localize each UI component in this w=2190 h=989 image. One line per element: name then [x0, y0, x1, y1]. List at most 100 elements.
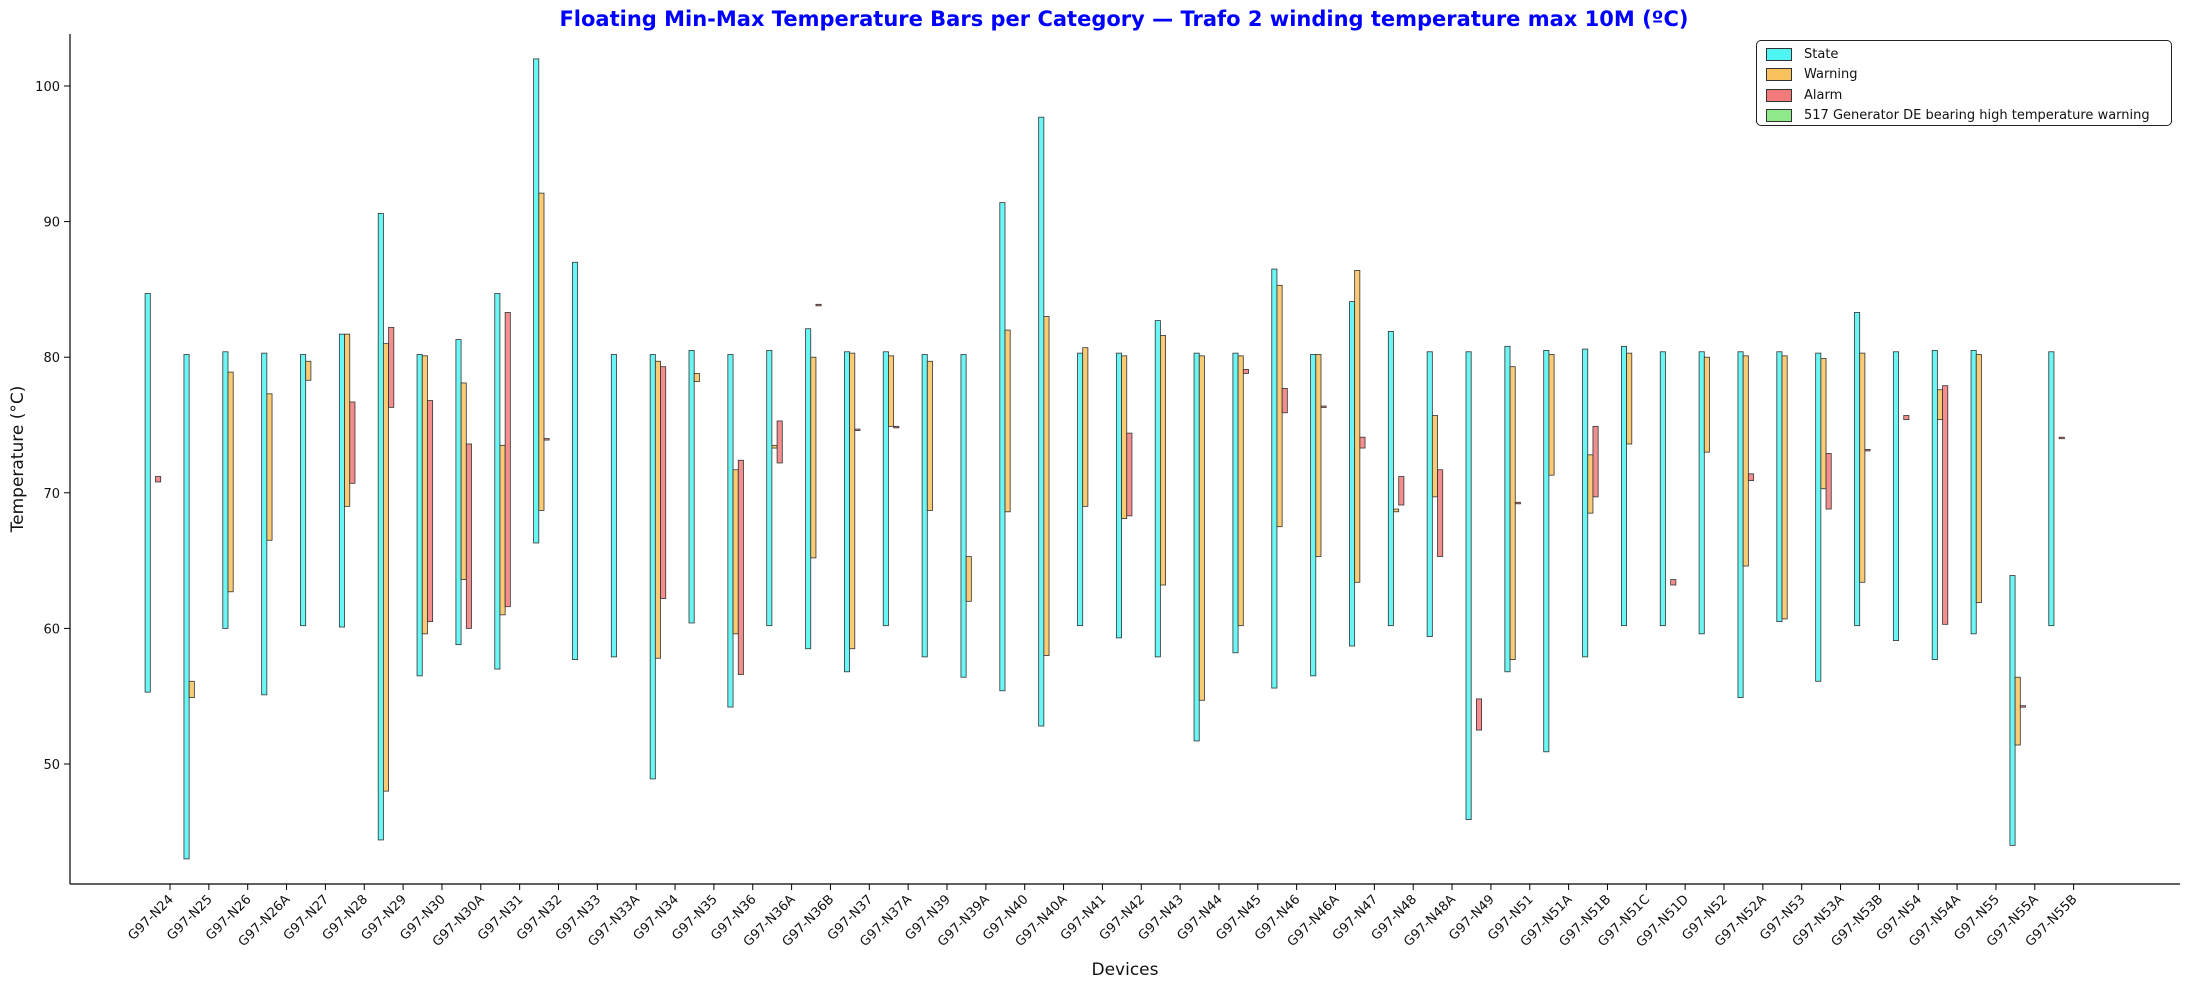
bar-alarm-g97-n53a — [1825, 453, 1832, 510]
bar-warning-g97-n55a — [2014, 676, 2021, 746]
bar-state-g97-n53 — [1776, 351, 1783, 623]
bar-state-g97-n48 — [1387, 331, 1394, 627]
bar-state-g97-n46a — [1310, 354, 1317, 677]
legend-label-warning: Warning — [1804, 67, 1858, 83]
bar-state-g97-n26a — [261, 352, 268, 696]
bar-state-g97-n51d — [1659, 351, 1666, 627]
bar-state-g97-n39a — [960, 354, 967, 678]
bar-state-g97-n39 — [921, 354, 928, 658]
bar-state-g97-n55 — [1970, 350, 1977, 635]
bar-warning-g97-n54a — [1937, 389, 1944, 420]
legend-item-state: State — [1766, 44, 2171, 65]
bar-state-g97-n55b — [2048, 351, 2055, 627]
bar-alarm-g97-n46a — [1320, 405, 1327, 408]
x-axis-label: Devices — [1092, 960, 1159, 980]
bar-state-g97-n31 — [494, 293, 501, 670]
bar-state-g97-n45 — [1232, 352, 1239, 654]
bar-alarm-g97-n24 — [155, 476, 162, 483]
bar-alarm-g97-n48 — [1398, 476, 1405, 506]
bar-warning-g97-n48a — [1431, 415, 1438, 498]
bar-warning-g97-n30a — [460, 382, 467, 580]
bar-alarm-g97-n31 — [504, 312, 511, 608]
y-ticks: 50 60 70 80 90 100 — [35, 80, 70, 773]
plot-bars — [144, 58, 2065, 860]
bar-warning-g97-n28 — [344, 333, 351, 507]
bar-warning-g97-n26a — [266, 393, 273, 541]
bar-warning-g97-n46 — [1276, 284, 1283, 528]
bar-alarm-g97-n36b — [815, 303, 822, 307]
bar-warning-g97-n42 — [1121, 355, 1128, 519]
bar-state-g97-n30a — [455, 339, 462, 646]
bar-state-g97-n26 — [222, 351, 229, 629]
bar-warning-g97-n43 — [1160, 335, 1167, 586]
bar-alarm-g97-n45 — [1242, 369, 1249, 374]
bar-state-g97-n33 — [572, 261, 579, 660]
bar-state-g97-n37 — [844, 351, 851, 673]
legend-swatch-alarm — [1766, 88, 1792, 102]
bar-alarm-g97-n52a — [1747, 473, 1754, 481]
bar-alarm-g97-n55a — [2019, 705, 2026, 708]
bar-state-g97-n40 — [999, 202, 1006, 692]
bar-alarm-g97-n51 — [1514, 501, 1521, 505]
x-ticks: G97-N24G97-N25G97-N26G97-N26AG97-N27G97-… — [126, 884, 2080, 951]
bar-state-g97-n41 — [1077, 352, 1084, 627]
bar-warning-g97-n53a — [1820, 358, 1827, 490]
bar-warning-g97-n34 — [654, 360, 661, 659]
bar-alarm-g97-n32 — [543, 438, 550, 441]
y-tick-label: 60 — [43, 622, 60, 637]
bar-warning-g97-n48 — [1393, 508, 1400, 513]
bar-warning-g97-n46a — [1315, 354, 1322, 557]
bar-state-g97-n24 — [144, 293, 151, 693]
bar-state-g97-n34 — [649, 354, 656, 780]
bar-alarm-g97-n37 — [854, 428, 861, 431]
y-tick-label: 90 — [43, 216, 60, 231]
legend-swatch-state — [1766, 47, 1792, 61]
y-tick-label: 80 — [43, 351, 60, 366]
bar-state-g97-n35 — [688, 350, 695, 624]
chart-title: Floating Min-Max Temperature Bars per Ca… — [559, 7, 1688, 31]
bar-state-g97-n51b — [1582, 348, 1589, 658]
bar-alarm-g97-n51b — [1592, 425, 1599, 498]
bar-warning-g97-n52a — [1742, 355, 1749, 567]
bar-state-g97-n53b — [1854, 312, 1861, 627]
bar-state-g97-n48a — [1426, 351, 1433, 637]
bar-warning-g97-n30 — [421, 355, 428, 635]
bar-alarm-g97-n55b — [2058, 436, 2065, 440]
bar-warning-g97-n29 — [382, 343, 389, 792]
bar-warning-g97-n40 — [1004, 329, 1011, 513]
bar-state-g97-n47 — [1349, 301, 1356, 647]
bar-alarm-g97-n54a — [1942, 385, 1949, 625]
legend: State Warning Alarm 517 Generator DE bea… — [1756, 40, 2172, 126]
bar-warning-g97-n44 — [1198, 355, 1205, 701]
bar-warning-g97-n27 — [305, 360, 312, 381]
bar-state-g97-n27 — [300, 354, 307, 627]
legend-label-alarm: Alarm — [1804, 87, 1843, 103]
bar-warning-g97-n36b — [810, 356, 817, 559]
bar-warning-g97-n26 — [227, 371, 234, 593]
bar-warning-g97-n45 — [1237, 355, 1244, 627]
bar-alarm-g97-n37a — [893, 425, 900, 429]
bar-warning-g97-n53 — [1781, 355, 1788, 620]
bar-state-g97-n51c — [1621, 345, 1628, 627]
bar-warning-g97-n39 — [926, 360, 933, 511]
bar-alarm-g97-n54 — [1903, 415, 1910, 420]
bar-warning-g97-n40a — [1043, 316, 1050, 656]
bar-state-g97-n43 — [1154, 320, 1161, 658]
bar-warning-g97-n52 — [1703, 356, 1710, 453]
bar-state-g97-n30 — [416, 354, 423, 677]
bar-alarm-g97-n30a — [465, 443, 472, 629]
bar-state-g97-n36 — [727, 354, 734, 708]
bar-warning-g97-n55 — [1975, 354, 1982, 604]
bar-warning-g97-n39a — [965, 556, 972, 602]
legend-item-generator-warning: 517 Generator DE bearing high temperatur… — [1766, 106, 2171, 127]
bar-state-g97-n33a — [610, 354, 617, 658]
bar-state-g97-n53a — [1815, 352, 1822, 682]
bar-warning-g97-n53b — [1859, 352, 1866, 583]
bar-state-g97-n42 — [1115, 352, 1122, 639]
bar-state-g97-n49 — [1465, 351, 1472, 820]
bar-warning-g97-n37 — [849, 352, 856, 650]
legend-label-state: State — [1804, 46, 1839, 62]
bar-warning-g97-n47 — [1354, 270, 1361, 583]
bar-alarm-g97-n48a — [1437, 469, 1444, 557]
